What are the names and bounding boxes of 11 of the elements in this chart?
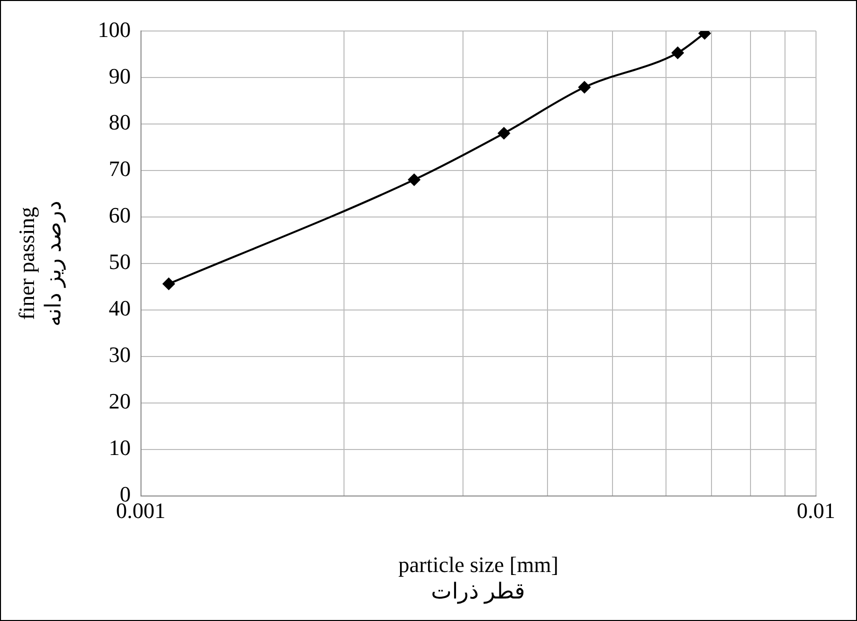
y-tick-label: 50: [108, 249, 131, 274]
y-tick-label: 60: [108, 202, 131, 228]
y-tick-label: 40: [108, 296, 131, 321]
y-tick-label: 20: [108, 388, 131, 414]
y-tick-label: 30: [108, 342, 131, 368]
y-tick-label: 10: [108, 435, 131, 460]
y-tick-label: 100: [98, 16, 131, 42]
y-tick-label: 70: [108, 156, 131, 182]
x-tick-label: 0.01: [796, 498, 836, 523]
y-tick-label: 90: [108, 63, 131, 88]
y-tick-label: 80: [108, 110, 131, 135]
